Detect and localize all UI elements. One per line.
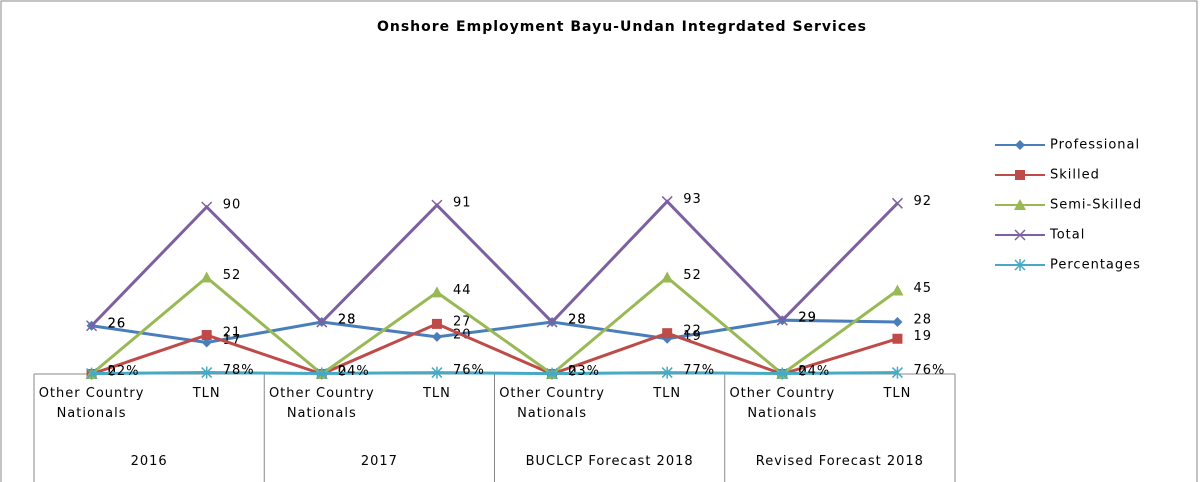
data-label: 44: [453, 283, 472, 298]
marker: [431, 318, 442, 329]
legend-label: Total: [1049, 228, 1085, 243]
data-label: 21: [223, 326, 242, 341]
marker: [201, 366, 213, 379]
legend-marker: [1014, 229, 1026, 241]
marker: [546, 316, 558, 328]
x-tick-label: Other Country Nationals: [499, 386, 605, 421]
data-label: 91: [453, 196, 472, 211]
data-label: 92: [913, 194, 932, 209]
series-line: [91, 318, 898, 344]
marker: [546, 367, 558, 380]
data-label: 77%: [683, 363, 715, 378]
group-label: Revised Forecast 2018: [755, 454, 924, 469]
data-label: 93: [683, 192, 702, 207]
series-line: [90, 199, 899, 327]
marker: [776, 367, 788, 380]
x-tick-label: TLN: [192, 386, 221, 401]
data-label: 45: [913, 281, 932, 296]
data-label: 28: [568, 313, 587, 328]
marker: [661, 271, 674, 283]
marker: [316, 316, 328, 328]
marker: [86, 367, 98, 380]
group-label: 2016: [130, 454, 168, 469]
marker: [892, 317, 903, 328]
marker: [891, 197, 903, 209]
x-tick-label: TLN: [422, 386, 451, 401]
marker: [431, 331, 442, 342]
marker: [86, 320, 98, 332]
data-label: 24%: [798, 364, 830, 379]
data-label: 78%: [223, 363, 255, 378]
marker: [201, 330, 212, 341]
x-tick-label: TLN: [883, 386, 912, 401]
group-label: 2017: [360, 454, 398, 469]
data-label: 28: [568, 313, 587, 328]
data-label: 22: [683, 324, 702, 339]
legend-marker: [1014, 259, 1026, 271]
marker: [892, 333, 903, 344]
legend-marker: [1014, 199, 1026, 210]
marker: [891, 284, 904, 296]
data-label: 76%: [913, 363, 945, 378]
data-label: 23%: [568, 364, 600, 379]
data-label: 26: [108, 316, 127, 331]
series-line: [91, 322, 898, 376]
data-label: 28: [338, 313, 357, 328]
x-tick-label: Other Country Nationals: [268, 386, 375, 421]
data-label: 52: [683, 268, 702, 283]
marker: [776, 314, 788, 326]
legend-label: Skilled: [1050, 168, 1100, 183]
marker: [891, 366, 903, 379]
legend-label: Percentages: [1050, 258, 1141, 273]
data-label: 19: [913, 329, 932, 344]
marker: [316, 367, 328, 380]
data-label: 28: [913, 313, 932, 328]
series-line: [91, 371, 898, 376]
marker: [431, 366, 443, 379]
data-label: 29: [798, 311, 817, 326]
marker: [661, 366, 673, 379]
marker: [431, 199, 443, 211]
data-label: 52: [223, 268, 242, 283]
group-label: BUCLCP Forecast 2018: [525, 454, 694, 469]
data-label: 27: [453, 314, 472, 329]
legend-marker: [1015, 170, 1025, 180]
chart-title: Onshore Employment Bayu-Undan Integrdate…: [377, 19, 867, 35]
marker: [662, 328, 673, 339]
data-label: 26: [108, 316, 127, 331]
x-tick-label: Other Country Nationals: [38, 386, 145, 421]
legend-label: Professional: [1050, 138, 1140, 153]
data-label: 90: [223, 198, 242, 213]
marker: [200, 271, 213, 283]
marker: [430, 286, 443, 298]
series-line: [90, 275, 899, 376]
data-label: 22%: [108, 364, 140, 379]
data-label: 24%: [338, 364, 370, 379]
marker: [661, 195, 673, 207]
legend-marker: [1015, 140, 1025, 150]
marker: [201, 201, 213, 213]
legend-label: Semi-Skilled: [1050, 198, 1142, 213]
data-label: 76%: [453, 363, 485, 378]
data-label: 29: [798, 311, 817, 326]
data-label: 28: [338, 313, 357, 328]
x-tick-label: Other Country Nationals: [729, 386, 836, 421]
x-tick-label: TLN: [653, 386, 682, 401]
